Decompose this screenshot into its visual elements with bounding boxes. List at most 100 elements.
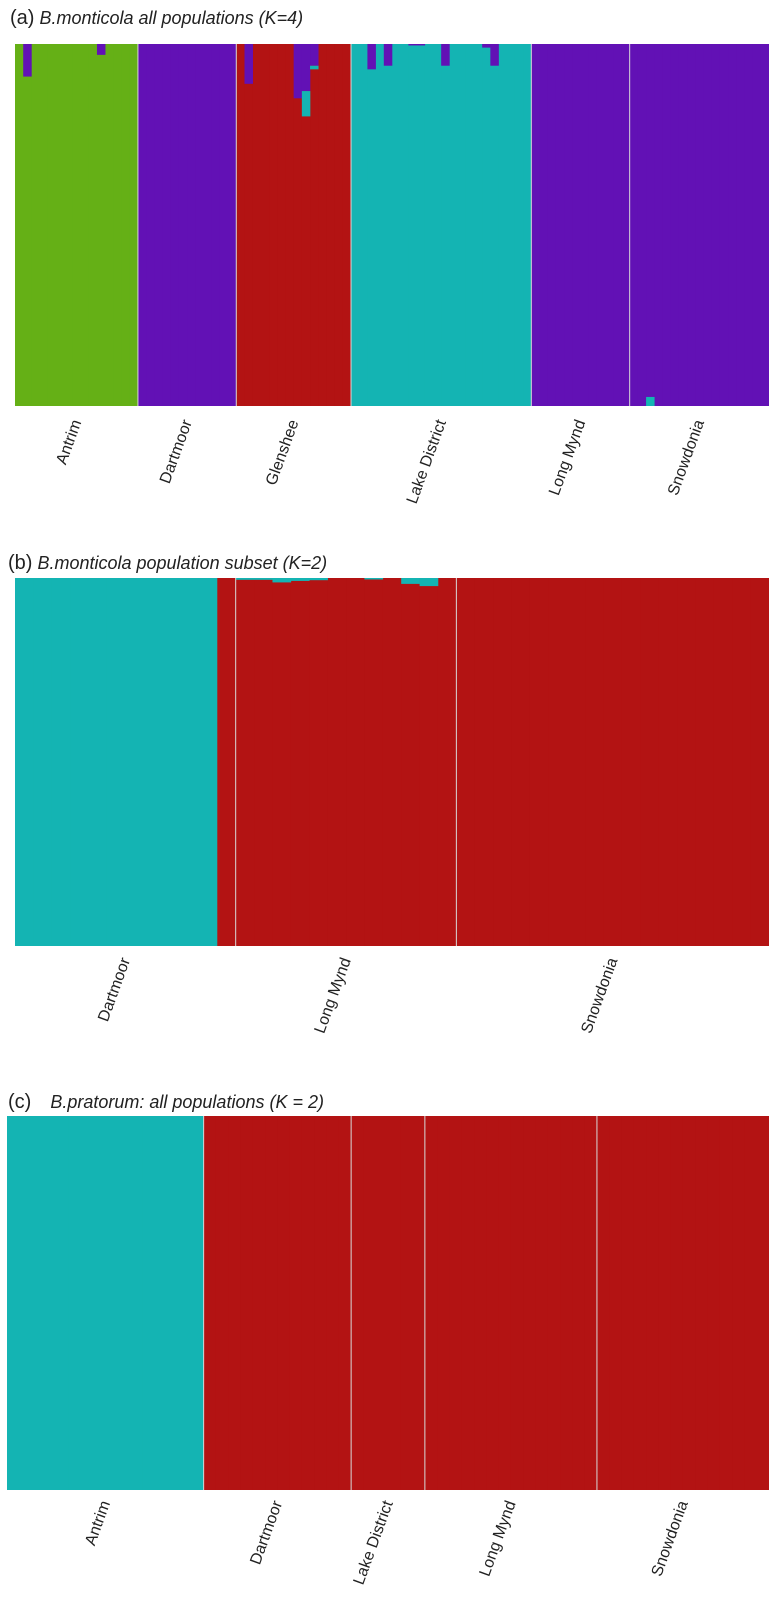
bar-snowdonia-7 [678, 44, 688, 406]
population-antrim [15, 44, 139, 406]
bar-long-mynd-9 [382, 578, 402, 946]
bar-glenshee-13 [334, 44, 344, 406]
bar-dartmoor-8 [289, 1116, 303, 1490]
bar-antrim-1 [15, 44, 24, 406]
bar-dartmoor-8 [195, 44, 205, 406]
bar-snowdonia-13 [728, 44, 737, 406]
bar-long-mynd-1 [235, 578, 255, 946]
bar-snowdonia-9 [603, 578, 623, 946]
population-antrim [7, 1116, 205, 1490]
bar-snowdonia-13 [677, 578, 697, 946]
bar-lake-district-4 [388, 1116, 401, 1490]
bar-lake-district-6 [392, 44, 401, 406]
bar-long-mynd-5 [309, 578, 329, 946]
admixture-long-mynd-2-cyan [254, 578, 273, 580]
bar-snowdonia-11 [711, 44, 721, 406]
panel-c: (c) B.pratorum: all populations (K = 2) … [0, 1087, 769, 1621]
bar-antrim-10 [88, 44, 98, 406]
bar-lake-district-13 [449, 44, 459, 406]
bar-snowdonia-7 [670, 1116, 684, 1490]
bar-glenshee-4 [260, 44, 270, 406]
bar-dartmoor-5 [170, 44, 180, 406]
bar-antrim-12 [105, 44, 114, 406]
bar-snowdonia-15 [744, 44, 754, 406]
admixture-long-mynd-3-cyan [272, 578, 292, 583]
tick-label-dartmoor: Dartmoor [95, 955, 134, 1024]
bar-long-mynd-5 [474, 1116, 487, 1490]
bar-long-mynd-8 [510, 1116, 524, 1490]
bar-long-mynd-2 [539, 44, 549, 406]
panel-b-title: (b) B.monticola population subset (K=2) [8, 552, 327, 575]
panel-a-title: (a) B.monticola all populations (K=4) [10, 7, 303, 30]
bar-lake-district-16 [473, 44, 483, 406]
admixture-lake-district-8-purple [408, 44, 417, 46]
tick-label-long-mynd: Long Mynd [546, 418, 589, 498]
bar-dartmoor-11 [326, 1116, 340, 1490]
bar-dartmoor-4 [240, 1116, 254, 1490]
admixture-antrim-11-purple [96, 44, 106, 55]
bar-lake-district-22 [523, 44, 532, 406]
bar-long-mynd-2 [254, 578, 274, 946]
bar-lake-district-7 [400, 44, 409, 406]
bar-antrim-4 [39, 44, 49, 406]
tick-label-antrim: Antrim [82, 1499, 114, 1548]
bar-dartmoor-6 [265, 1116, 278, 1490]
bar-dartmoor-11 [198, 578, 218, 946]
bar-long-mynd-8 [588, 44, 598, 406]
bar-snowdonia-8 [585, 578, 605, 946]
bar-snowdonia-1 [456, 578, 476, 946]
bar-long-mynd-7 [580, 44, 590, 406]
tick-label-dartmoor: Dartmoor [157, 417, 196, 486]
tick-label-lake-district: Lake District [404, 417, 450, 506]
bar-dartmoor-10 [211, 44, 221, 406]
bar-snowdonia-17 [760, 44, 769, 406]
bar-antrim-14 [121, 44, 131, 406]
bar-snowdonia-7 [566, 578, 586, 946]
admixture-lake-district-3-purple [367, 44, 376, 70]
admixture-glenshee-9-purple [301, 44, 311, 92]
bar-dartmoor-7 [277, 1116, 291, 1490]
admixture-glenshee-10-purple [310, 44, 319, 66]
bar-antrim-9 [80, 44, 90, 406]
bar-snowdonia-2 [637, 44, 647, 406]
bar-snowdonia-8 [687, 44, 696, 406]
tick-label-snowdonia: Snowdonia [578, 955, 621, 1035]
bar-snowdonia-14 [756, 1116, 769, 1490]
bar-lake-district-15 [465, 44, 475, 406]
bar-dartmoor-2 [215, 1116, 229, 1490]
bar-dartmoor-2 [146, 44, 155, 406]
population-long-mynd [531, 44, 631, 406]
panel-a-letter: (a) [10, 7, 35, 29]
bar-long-mynd-1 [531, 44, 541, 406]
bar-snowdonia-12 [719, 44, 729, 406]
bar-snowdonia-11 [719, 1116, 733, 1490]
bar-snowdonia-9 [695, 44, 705, 406]
bar-long-mynd-6 [572, 44, 582, 406]
structure-plot-a: Antrim Dartmoor Glenshee Lake District Long … [15, 44, 769, 506]
bar-long-mynd-3 [449, 1116, 463, 1490]
bar-snowdonia-10 [707, 1116, 721, 1490]
bar-snowdonia-4 [633, 1116, 647, 1490]
bar-antrim-6 [55, 44, 65, 406]
bar-long-mynd-6 [486, 1116, 500, 1490]
bar-antrim-7 [80, 1116, 94, 1490]
bar-dartmoor-9 [301, 1116, 315, 1490]
bar-antrim-11 [129, 1116, 143, 1490]
bar-lake-district-10 [424, 44, 434, 406]
bar-dartmoor-3 [228, 1116, 242, 1490]
admixture-lake-district-18-purple [490, 44, 499, 66]
bar-antrim-8 [72, 44, 82, 406]
bar-snowdonia-3 [493, 578, 513, 946]
bar-lake-district-6 [412, 1116, 426, 1490]
bar-antrim-7 [64, 44, 73, 406]
bar-dartmoor-10 [180, 578, 200, 946]
population-long-mynd [235, 578, 457, 946]
bar-antrim-5 [56, 1116, 70, 1490]
admixture-long-mynd-11-cyan [419, 578, 439, 587]
bar-long-mynd-12 [560, 1116, 573, 1490]
bar-lake-district-3 [375, 1116, 389, 1490]
tick-label-glenshee: Glenshee [263, 417, 302, 487]
bar-lake-district-5 [383, 44, 393, 406]
bar-snowdonia-2 [474, 578, 494, 946]
bar-antrim-8 [93, 1116, 106, 1490]
